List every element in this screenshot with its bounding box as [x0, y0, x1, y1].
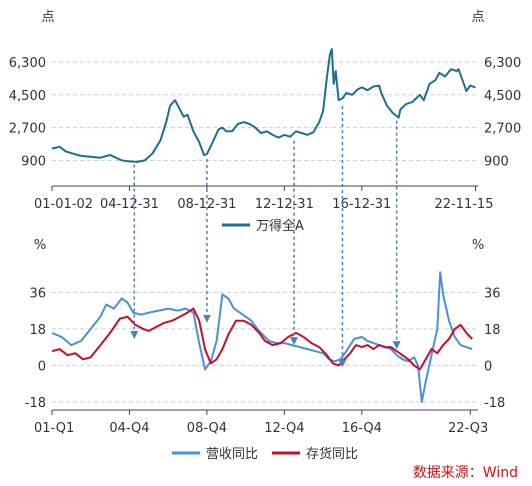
index-unit-right: 点	[471, 10, 484, 25]
growth-y-tick-label-right: 18	[484, 323, 501, 338]
growth-series-line-0	[51, 271, 473, 403]
growth-series-line-1	[51, 307, 473, 371]
growth-chart: -18 0 18 36 -18 0 18 36 % % 01-Q1 04-Q4 08-Q4 12-…	[25, 238, 505, 462]
index-y-tick-label-left: 900	[21, 154, 46, 169]
index-y-tick-label-right: 2,700	[484, 122, 521, 137]
growth-y-tick-label-left: -18	[25, 396, 46, 411]
growth-y-tick-label-left: 36	[29, 286, 46, 301]
index-x-ticks: 01-01-02 04-12-31 08-12-31 12-12-31 16-12-31…	[34, 186, 493, 212]
index-series-line-0	[51, 48, 476, 163]
index-y-axis-right: 900 2,700 4,500 6,300	[484, 56, 521, 170]
index-gridlines	[52, 61, 478, 161]
growth-x-tick-label: 08-Q4	[187, 421, 227, 436]
index-y-axis-left: 900 2,700 4,500 6,300	[9, 56, 46, 170]
growth-y-tick-label-right: -18	[484, 396, 505, 411]
source-note: 数据来源：Wind	[413, 465, 518, 481]
growth-series	[51, 271, 473, 403]
growth-unit-left: %	[34, 238, 46, 253]
growth-legend: 营收同比 存货同比	[172, 446, 358, 462]
legend-label-wind-a: 万得全A	[256, 218, 304, 234]
index-y-tick-label-left: 6,300	[9, 56, 46, 71]
index-x-tick-label: 08-12-31	[177, 197, 236, 212]
growth-y-axis-right: -18 0 18 36	[484, 286, 505, 411]
growth-x-tick-label: 04-Q4	[109, 421, 149, 436]
growth-y-axis-left: -18 0 18 36	[25, 286, 46, 411]
growth-x-tick-label: 16-Q4	[342, 421, 382, 436]
index-x-tick-label: 16-12-31	[332, 197, 391, 212]
index-y-tick-label-left: 4,500	[9, 89, 46, 104]
growth-y-tick-label-left: 18	[29, 323, 46, 338]
index-x-tick-label: 12-12-31	[255, 197, 314, 212]
growth-x-tick-label: 12-Q4	[264, 421, 304, 436]
index-y-tick-label-left: 2,700	[9, 122, 46, 137]
index-series	[51, 48, 476, 163]
index-y-tick-label-right: 4,500	[484, 89, 521, 104]
legend-label-inventory: 存货同比	[306, 446, 358, 462]
index-x-tick-label: 01-01-02	[34, 197, 93, 212]
growth-x-tick-label: 01-Q1	[34, 421, 74, 436]
index-y-tick-label-right: 6,300	[484, 56, 521, 71]
connector-arrows	[130, 106, 401, 368]
growth-x-ticks: 01-Q1 04-Q4 08-Q4 12-Q4 16-Q4 22-Q3	[34, 410, 488, 436]
legend-label-revenue: 营收同比	[206, 447, 258, 462]
index-y-tick-label-right: 900	[484, 154, 509, 169]
growth-y-tick-label-right: 36	[484, 286, 501, 301]
growth-x-tick-label: 22-Q3	[448, 421, 488, 436]
index-unit-left: 点	[41, 10, 54, 25]
growth-gridlines	[52, 291, 478, 403]
index-legend: 万得全A	[222, 218, 304, 234]
growth-unit-right: %	[472, 238, 484, 253]
growth-y-tick-label-left: 0	[38, 359, 46, 374]
growth-y-tick-label-right: 0	[484, 359, 492, 374]
index-x-tick-label: 04-12-31	[100, 197, 159, 212]
index-x-tick-label: 22-11-15	[434, 197, 493, 212]
